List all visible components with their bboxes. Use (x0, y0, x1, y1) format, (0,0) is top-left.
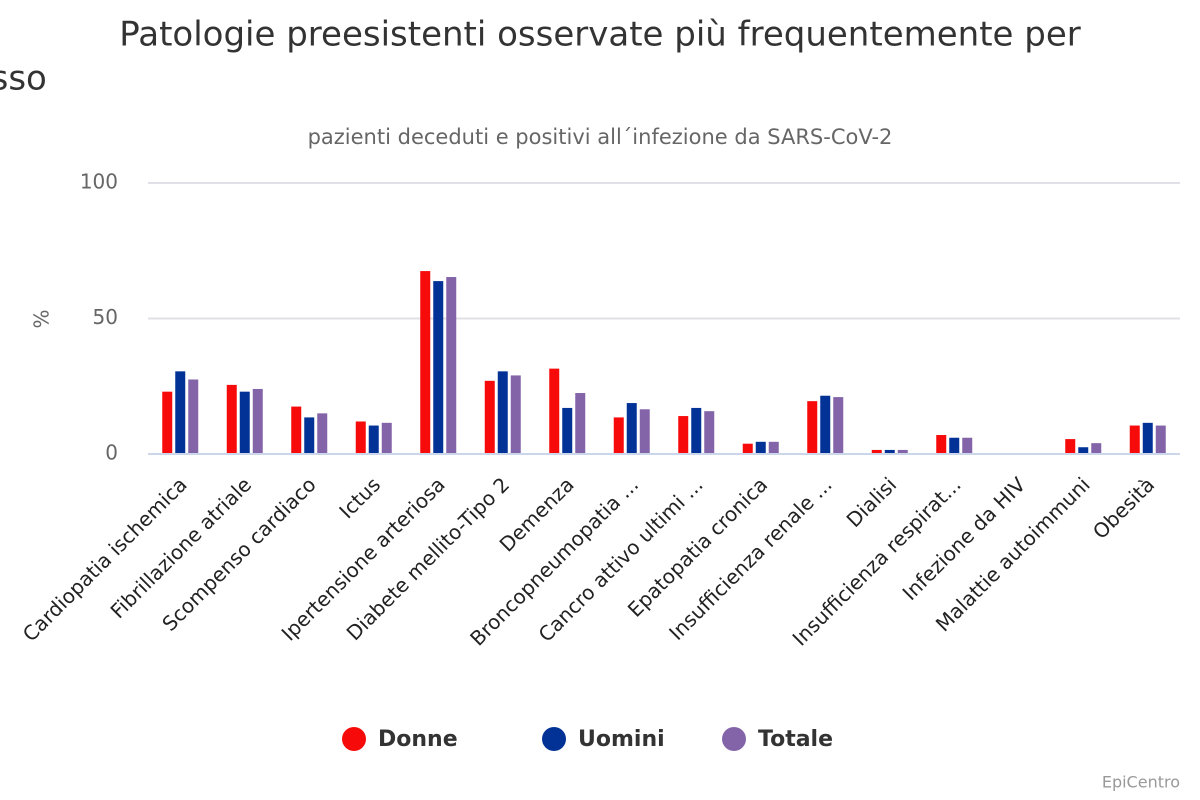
bar (639, 409, 650, 454)
bar (510, 375, 521, 454)
legend-label: Donne (378, 727, 458, 752)
legend-label: Uomini (578, 727, 665, 752)
bar (575, 393, 586, 454)
bar (420, 271, 431, 454)
bar (704, 411, 715, 454)
bar (446, 277, 457, 454)
bar (226, 384, 237, 454)
bar (949, 437, 960, 454)
bar (1129, 425, 1140, 454)
bar (742, 443, 753, 454)
chart-title: sesso (0, 59, 47, 99)
bar (368, 425, 379, 454)
bar (678, 416, 689, 454)
bar (497, 371, 508, 454)
bar (162, 391, 173, 454)
bar (820, 395, 831, 454)
bar (317, 413, 328, 454)
bar (549, 368, 560, 454)
credits: EpiCentro (1102, 773, 1180, 792)
bar (833, 397, 844, 454)
chart-title: Patologie preesistenti osservate più fre… (119, 15, 1080, 55)
x-tick-label: Obesità (1088, 472, 1159, 543)
bar (562, 407, 573, 454)
bar (897, 449, 908, 454)
y-tick-label: 100 (80, 170, 118, 194)
bar (768, 441, 779, 454)
bar (884, 449, 895, 454)
bar (755, 441, 766, 454)
bar (239, 391, 250, 454)
bar (1065, 439, 1076, 454)
bar (1091, 443, 1102, 454)
bar (175, 371, 186, 454)
bar (188, 379, 199, 454)
bar (1078, 447, 1089, 454)
legend-marker (342, 727, 366, 751)
y-tick-label: 0 (105, 441, 118, 465)
bar (807, 401, 818, 454)
bar (613, 417, 624, 454)
bar (691, 407, 702, 454)
bar (484, 380, 495, 454)
bar (1155, 425, 1166, 454)
bar (355, 421, 366, 454)
bar (962, 437, 973, 454)
y-tick-label: 50 (93, 305, 118, 329)
bar (871, 449, 882, 454)
bar (626, 403, 637, 454)
bar (936, 435, 947, 454)
legend-marker (722, 727, 746, 751)
y-axis-title: % (30, 309, 54, 328)
chart-subtitle: pazienti deceduti e positivi all´infezio… (308, 125, 893, 149)
bar (1142, 422, 1153, 454)
bar (381, 422, 392, 454)
x-tick-label: Ictus (334, 472, 385, 523)
legend-label: Totale (758, 727, 833, 752)
x-tick-label: Dialisi (842, 472, 902, 532)
bar (304, 417, 315, 454)
legend-marker (542, 727, 566, 751)
bar (433, 281, 444, 454)
bar (291, 406, 302, 454)
bar (252, 388, 263, 454)
